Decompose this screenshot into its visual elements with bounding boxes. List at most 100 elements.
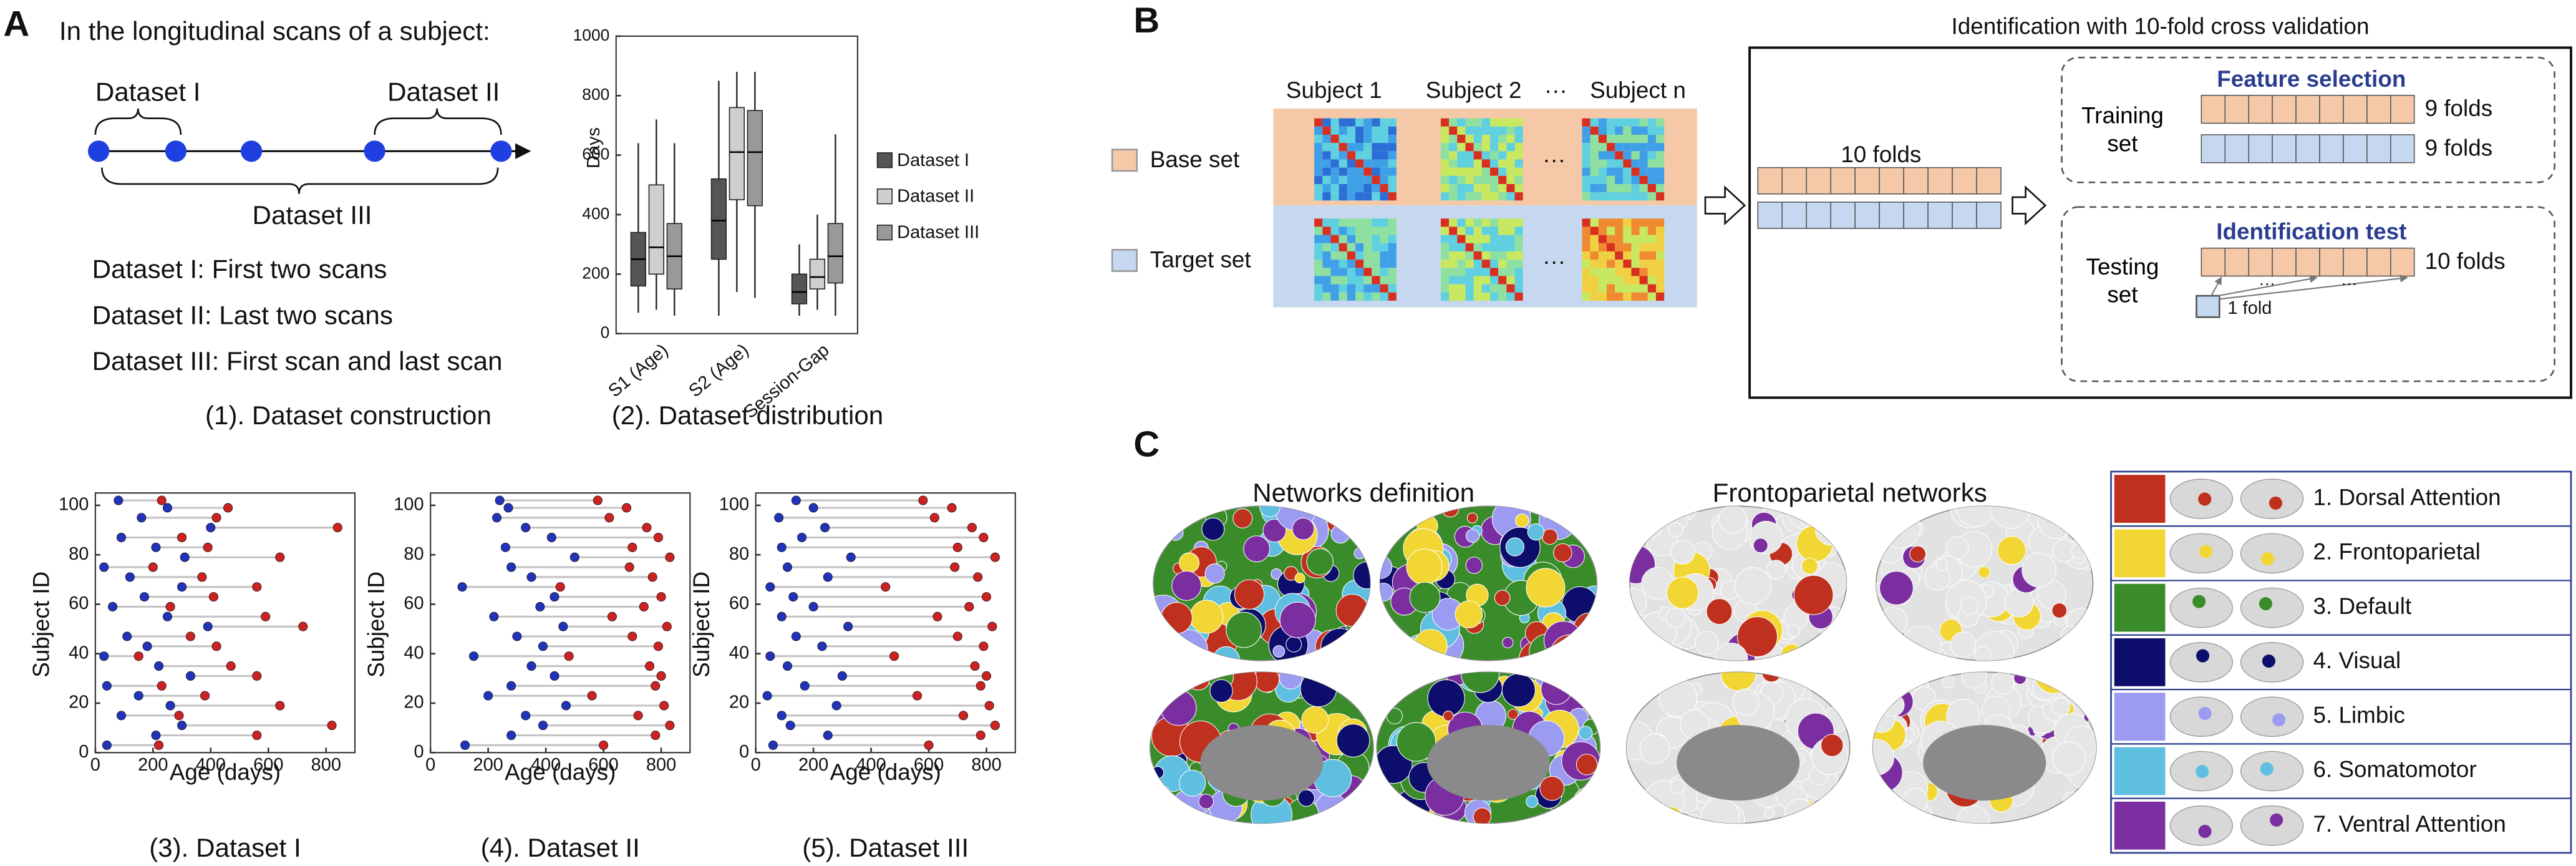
y-tick-label: 100 [394,495,424,515]
matrix-cell [1506,276,1515,285]
matrix-cell [1514,284,1523,293]
matrix-cell [1498,226,1507,235]
matrix-cell [1598,151,1607,160]
parcel [1539,776,1565,801]
matrix-cell [1473,175,1482,184]
matrix-cell [1372,284,1380,293]
start-point [762,691,772,701]
matrix-cell [1498,167,1507,176]
matrix-cell [1590,260,1599,268]
fold-cell [1903,167,1929,195]
matrix-cell [1615,118,1624,127]
parcel [1737,616,1778,657]
matrix-cell [1440,183,1450,193]
start-point [162,503,172,513]
matrix-cell [1590,226,1599,235]
y-tick-label: 200 [582,263,609,282]
end-point [275,701,285,711]
matrix-cell [1322,126,1331,135]
matrices [1314,118,1665,301]
matrix-cell [1598,192,1607,201]
matrix-cell [1449,159,1458,168]
matrix-cell [1582,292,1591,301]
matrix-cell [1330,292,1339,301]
x-tick-label: S1 (Age) [604,340,672,401]
matrix-cell [1388,167,1397,176]
matrix-cell [1514,226,1523,235]
folds-label: 10 folds [1841,142,1921,167]
matrix-cell [1582,284,1591,293]
matrix-cell [1322,292,1331,301]
matrix-cell [1590,276,1599,285]
parcel [1801,557,1818,575]
matrix-cell [1598,183,1607,193]
parcel [1572,786,1600,824]
matrix-cell [1655,192,1665,201]
end-point [924,740,934,750]
matrix-cell [1489,268,1499,276]
matrix-cell [1506,192,1515,201]
parcel [1957,805,1990,824]
end-point [653,532,663,542]
matrix-cell [1498,192,1507,201]
matrix-cell [1322,251,1331,260]
matrix-cell [1372,126,1380,135]
parcel [1821,734,1844,757]
matrix-cell [1489,251,1499,260]
start-point [783,562,793,572]
matrix-cell [1449,183,1458,193]
start-point [765,582,775,592]
matrix-cell [1388,268,1397,276]
fold-count: 9 folds [2425,135,2493,160]
thumb-patch [2196,649,2210,663]
matrix-cell [1606,268,1615,276]
legend-swatch [2114,693,2166,741]
parcel [1829,631,1847,656]
matrix-cell [1655,167,1665,176]
matrix-cell [1598,251,1607,260]
x-tick-label: 600 [253,755,283,775]
parcel [1179,552,1200,573]
x-tick-label: 0 [90,755,100,775]
matrix-cell [1615,276,1624,285]
matrix-cell [1363,243,1372,251]
parcel [1301,706,1329,734]
matrix-cell [1582,159,1591,168]
start-point [538,721,548,731]
parcel [1232,508,1253,528]
parcel [1409,581,1441,613]
parcel [1665,607,1686,628]
parcel [1443,711,1454,722]
matrix-cell [1498,175,1507,184]
start-point [133,691,143,701]
end-point [987,621,997,631]
start-point [500,542,510,552]
matrix-cell [1457,226,1466,235]
parcel [2058,506,2085,532]
parcel [1505,537,1524,557]
parcel [1262,518,1287,543]
matrix-cell [1615,268,1624,276]
end-point [633,711,643,721]
training-label-box: Training set [2081,102,2164,156]
matrix-cell [1598,143,1607,152]
parcel [1787,624,1800,638]
matrix-cell [1380,134,1388,144]
matrix-cell [1623,251,1632,260]
matrix-cell [1339,143,1347,152]
parcel [1292,517,1315,540]
y-tick-label: 20 [729,693,749,713]
matrix-cell [1355,183,1364,193]
parcel [1527,523,1544,541]
matrix-cell [1647,175,1656,184]
matrix-cell [1655,268,1665,276]
matrix-cell [1631,276,1640,285]
end-point [982,671,992,681]
matrix-cell [1647,226,1656,235]
matrix-cell [1655,134,1665,144]
parcel [1171,570,1202,601]
matrix-cell [1639,151,1648,160]
matrix-cell [1465,235,1474,243]
parcel [1633,506,1664,535]
